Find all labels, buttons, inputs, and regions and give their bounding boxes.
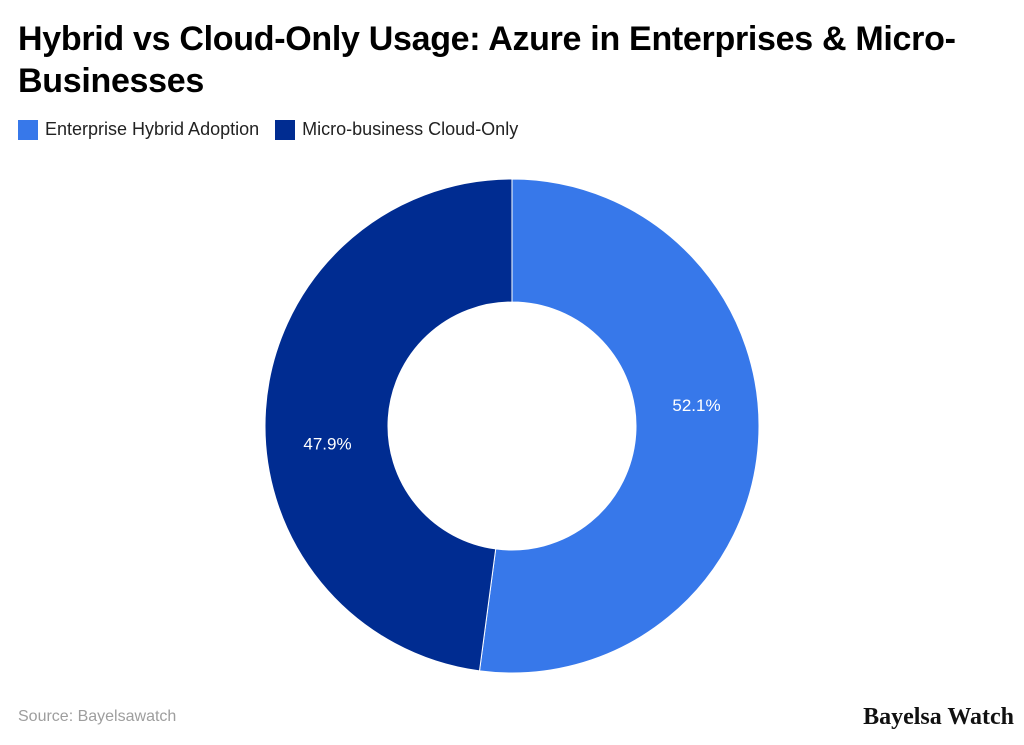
slice-micro-business-cloud-only bbox=[264, 178, 513, 672]
legend-item-enterprise-hybrid: Enterprise Hybrid Adoption bbox=[18, 119, 259, 140]
legend-swatch-enterprise-hybrid bbox=[18, 119, 38, 140]
source-note: Source: Bayelsawatch bbox=[18, 708, 177, 725]
data-label-micro-business-cloud-only: 47.9% bbox=[303, 435, 351, 454]
legend-item-micro-business-cloud-only: Micro-business Cloud-Only bbox=[275, 119, 518, 140]
brand-logo: Bayelsa Watch bbox=[863, 704, 1014, 730]
legend-swatch-micro-business-cloud-only bbox=[275, 119, 296, 140]
legend-label-micro-business-cloud-only: Micro-business Cloud-Only bbox=[302, 119, 519, 139]
chart-legend: Enterprise Hybrid Adoption Micro-busines… bbox=[18, 119, 534, 140]
data-label-enterprise-hybrid: 52.1% bbox=[672, 396, 720, 415]
slice-enterprise-hybrid bbox=[478, 178, 760, 674]
chart-title: Hybrid vs Cloud-Only Usage: Azure in Ent… bbox=[18, 20, 956, 100]
legend-label-enterprise-hybrid: Enterprise Hybrid Adoption bbox=[45, 119, 260, 139]
donut-chart: 52.1% 47.9% bbox=[264, 178, 760, 674]
